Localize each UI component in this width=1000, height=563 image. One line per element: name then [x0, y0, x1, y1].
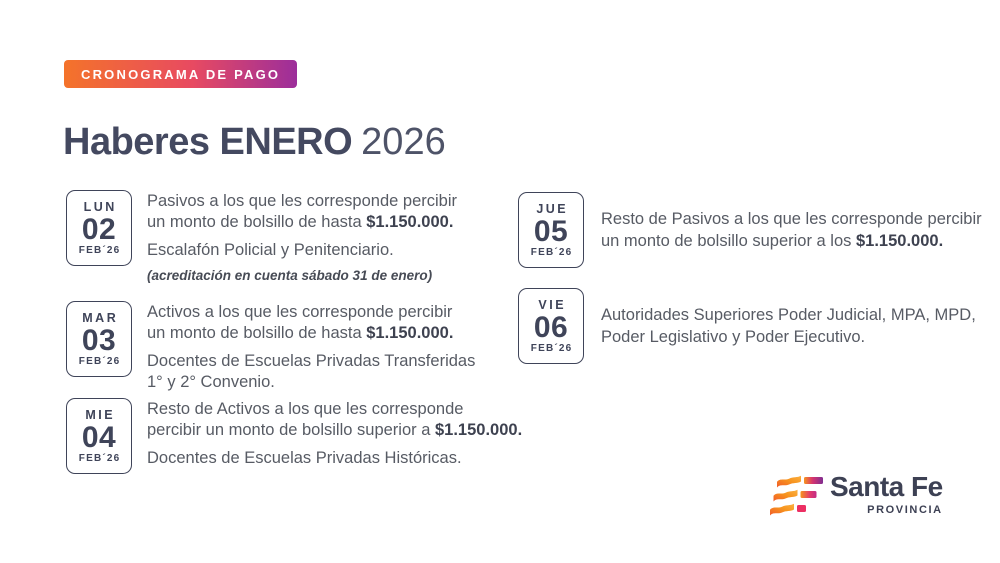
payment-description: Activos a los que les corresponde percib… — [147, 302, 475, 345]
description-text: Resto de Pasivos a los que les correspon… — [601, 210, 982, 250]
schedule-row-vie06: VIE 06 FEB´26 Autoridades Superiores Pod… — [518, 288, 976, 364]
day-label: MAR — [82, 310, 119, 325]
payment-description: Pasivos a los que les corresponde percib… — [147, 191, 457, 234]
santafe-logo: Santa Fe PROVINCIA — [770, 472, 943, 518]
row-text: Autoridades Superiores Poder Judicial, M… — [601, 304, 976, 348]
date-number: 04 — [81, 420, 117, 454]
date-number: 03 — [81, 323, 117, 357]
day-label: MIE — [85, 407, 116, 422]
month-label: FEB´26 — [530, 247, 573, 259]
description-text: Pasivos a los que les corresponde percib… — [147, 192, 457, 232]
santafe-flag-icon — [770, 475, 823, 516]
payment-secondary: Docentes de Escuelas Privadas Históricas… — [147, 448, 462, 467]
santafe-subtitle: PROVINCIA — [867, 504, 943, 517]
payment-secondary: Escalafón Policial y Penitenciario. — [147, 240, 394, 259]
description-text: Activos a los que les corresponde percib… — [147, 303, 453, 343]
month-label: FEB´26 — [78, 356, 121, 368]
description-text: Resto de Activos a los que les correspon… — [147, 400, 464, 440]
row-text: Resto de Pasivos a los que les correspon… — [601, 208, 982, 252]
amount-text: $1.150.000. — [366, 324, 454, 343]
amount-text: $1.150.000. — [855, 231, 944, 250]
schedule-row-jue05: JUE 05 FEB´26 Resto de Pasivos a los que… — [518, 192, 982, 268]
date-card: LUN 02 FEB´26 — [66, 190, 132, 266]
date-card: JUE 05 FEB´26 — [518, 192, 584, 268]
day-label: LUN — [83, 199, 117, 214]
description-text: Autoridades Superiores Poder Judicial, M… — [601, 306, 976, 346]
day-label: VIE — [538, 297, 567, 312]
page-title: Haberes ENERO 2026 — [63, 121, 446, 165]
schedule-row-mie04: MIE 04 FEB´26 Resto de Activos a los que… — [66, 398, 522, 474]
month-label: FEB´26 — [78, 453, 121, 465]
schedule-row-lun02: LUN 02 FEB´26 Pasivos a los que les corr… — [66, 190, 457, 283]
page-title-main: Haberes ENERO — [63, 121, 353, 163]
amount-text: $1.150.000. — [435, 421, 523, 440]
date-card: MIE 04 FEB´26 — [66, 398, 132, 474]
day-label: JUE — [536, 201, 569, 216]
santafe-name: Santa Fe — [830, 471, 943, 502]
date-card: MAR 03 FEB´26 — [66, 301, 132, 377]
month-label: FEB´26 — [78, 245, 121, 257]
date-number: 02 — [81, 212, 117, 246]
row-text: Activos a los que les corresponde percib… — [147, 301, 475, 394]
date-card: VIE 06 FEB´26 — [518, 288, 584, 364]
date-number: 06 — [533, 310, 569, 344]
santafe-wordmark: Santa Fe PROVINCIA — [830, 471, 943, 517]
payment-description: Resto de Activos a los que les correspon… — [147, 399, 522, 442]
payment-description: Autoridades Superiores Poder Judicial, M… — [601, 305, 976, 348]
payment-description: Resto de Pasivos a los que les correspon… — [601, 209, 982, 252]
payment-note: (acreditación en cuenta sábado 31 de ene… — [147, 268, 433, 284]
cronograma-badge: CRONOGRAMA DE PAGO — [64, 60, 298, 88]
page-title-year: 2026 — [361, 121, 446, 163]
date-number: 05 — [533, 214, 569, 248]
schedule-row-mar03: MAR 03 FEB´26 Activos a los que les corr… — [66, 301, 475, 394]
amount-text: $1.150.000. — [366, 213, 454, 232]
row-text: Resto de Activos a los que les correspon… — [147, 398, 522, 469]
payment-secondary: Docentes de Escuelas Privadas Transferid… — [147, 351, 476, 392]
month-label: FEB´26 — [530, 343, 573, 355]
row-text: Pasivos a los que les corresponde percib… — [147, 190, 457, 283]
